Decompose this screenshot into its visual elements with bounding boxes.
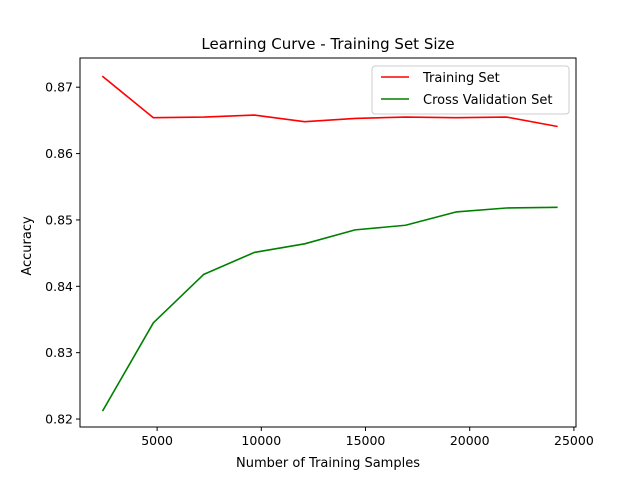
x-tick-label: 20000	[450, 433, 490, 448]
x-axis-title: Number of Training Samples	[236, 456, 420, 471]
legend: Training Set Cross Validation Set	[372, 66, 569, 114]
y-tick-label: 0.83	[45, 345, 73, 360]
legend-label-1: Training Set	[422, 71, 500, 86]
y-tick-label: 0.87	[45, 80, 73, 95]
y-tick-label: 0.85	[45, 212, 73, 227]
y-axis-title: Accuracy	[20, 216, 35, 276]
y-tick-label: 0.86	[45, 146, 73, 161]
x-tick-label: 10000	[241, 433, 281, 448]
legend-label-2: Cross Validation Set	[423, 93, 552, 108]
y-tick-label: 0.84	[45, 279, 73, 294]
plot-area: 5000 10000 15000 20000 25000 0.82 0.83 0.84 0.85…	[45, 58, 594, 448]
x-tick-label: 5000	[141, 433, 173, 448]
x-tick-label: 15000	[346, 433, 386, 448]
chart-title: Learning Curve - Training Set Size	[201, 35, 454, 53]
x-tick-label: 25000	[554, 433, 594, 448]
series-line-2	[103, 207, 557, 410]
y-tick-label: 0.82	[45, 412, 73, 427]
